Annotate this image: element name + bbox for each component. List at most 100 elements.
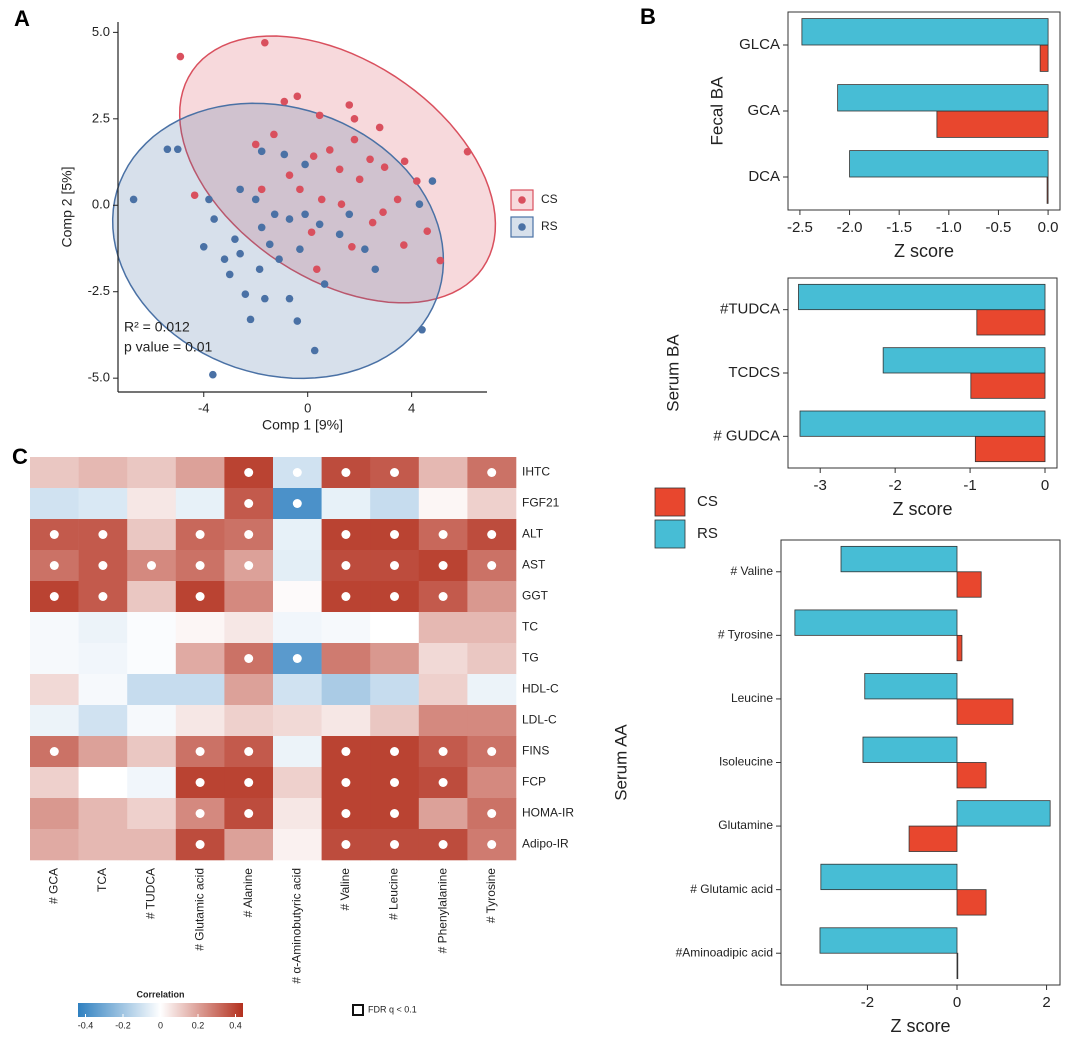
x-tick-label: -1.0 [936, 219, 962, 236]
heat-cell [224, 829, 274, 861]
legend-dot [518, 196, 526, 204]
legend-key [654, 519, 686, 549]
point [236, 249, 244, 258]
significance-dot [98, 592, 108, 601]
point [361, 245, 369, 253]
bar [799, 410, 1046, 437]
plot-border [780, 539, 1061, 986]
category-label: Leucine [731, 691, 773, 705]
significance-dot [244, 530, 254, 539]
significance-dot [341, 468, 351, 477]
bar [970, 372, 1046, 399]
heat-cell [127, 736, 177, 768]
point [285, 294, 294, 303]
category-label: #TUDCA [720, 301, 780, 318]
point [317, 195, 326, 204]
heat-cell [127, 798, 177, 830]
significance-dot [341, 747, 351, 756]
heat-cell [127, 612, 177, 644]
heat-cell [78, 612, 128, 644]
significance-dot [98, 561, 108, 570]
legend-label: RS [541, 219, 558, 233]
heat-cell [127, 829, 177, 861]
point [337, 200, 346, 209]
point [270, 210, 279, 219]
bar [849, 150, 1049, 178]
point [335, 230, 344, 239]
y-axis-label: Comp 2 [5%] [59, 167, 75, 248]
significance-dot [147, 561, 156, 570]
x-tick-label: -2.0 [837, 219, 863, 236]
heat-cell [370, 612, 420, 644]
x-tick-label: -1 [963, 477, 976, 494]
column-label: # GCA [46, 868, 60, 904]
x-tick-label: -4 [198, 400, 210, 415]
y-tick-label: 5.0 [92, 24, 110, 39]
bar [794, 609, 958, 636]
heat-cell [175, 643, 225, 675]
significance-dot [341, 778, 351, 787]
heat-cell [418, 705, 468, 737]
heat-cell [78, 767, 128, 799]
bar [837, 84, 1049, 112]
heat-cell [224, 705, 274, 737]
column-label: # Valine [338, 868, 352, 911]
point [241, 290, 250, 298]
category-label: DCA [748, 168, 780, 185]
point [255, 265, 264, 274]
heat-cell [224, 581, 274, 613]
point [190, 191, 199, 200]
significance-dot [487, 530, 497, 539]
heat-cell [467, 488, 517, 520]
significance-dot [195, 561, 205, 570]
significance-dot [98, 530, 108, 539]
heat-cell [30, 674, 79, 706]
column-label: # Alanine [241, 868, 255, 918]
heat-cell [175, 705, 225, 737]
significance-dot [244, 654, 254, 663]
heat-cell [467, 767, 517, 799]
row-label: TC [522, 620, 538, 634]
heat-cell [418, 798, 468, 830]
colorbar-tick-label: 0.2 [192, 1020, 205, 1030]
bar [956, 698, 1014, 725]
heat-cell [175, 612, 225, 644]
panel-letter: C [12, 444, 28, 469]
point [285, 215, 294, 223]
point [366, 155, 374, 164]
point [251, 195, 260, 204]
colorbar-title: Correlation [136, 989, 184, 999]
point [428, 177, 437, 185]
significance-dot [390, 530, 399, 539]
significance-dot [390, 840, 399, 849]
heat-cell [273, 829, 322, 861]
point [301, 210, 309, 219]
category-label: TCDCS [728, 364, 780, 381]
significance-dot [487, 747, 497, 756]
panel-letter: B [640, 4, 656, 29]
heat-cell [273, 767, 322, 799]
significance-dot [244, 809, 254, 818]
x-tick-label: 0 [953, 994, 961, 1011]
point [355, 175, 364, 184]
significance-dot [390, 561, 399, 570]
point [315, 111, 324, 120]
category-label: #Aminoadipic acid [676, 945, 773, 959]
y-tick-label: 2.5 [92, 110, 110, 125]
significance-dot [195, 530, 205, 539]
x-tick-label: -2 [861, 994, 874, 1011]
column-label: TCA [95, 868, 109, 892]
legend-key [654, 487, 686, 517]
category-label: Glutamine [718, 818, 773, 832]
heat-cell [30, 612, 79, 644]
colorbar-tick-label: -0.2 [115, 1020, 131, 1030]
point [257, 223, 266, 232]
category-label: # GUDCA [713, 427, 780, 444]
column-label: # TUDCA [144, 868, 158, 919]
x-tick-label: -0.5 [986, 219, 1012, 236]
heat-cell [224, 612, 274, 644]
heat-cell [224, 674, 274, 706]
heat-cell [418, 643, 468, 675]
point [375, 123, 384, 132]
